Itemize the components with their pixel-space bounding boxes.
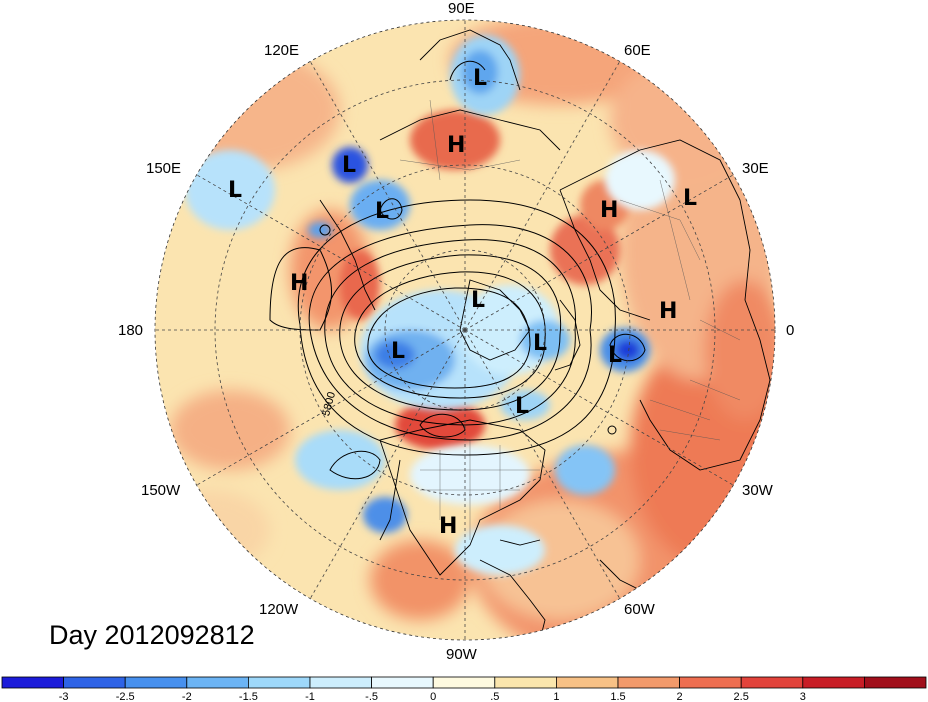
lon-label-60e: 60E xyxy=(624,42,651,59)
colorbar-tick-label: -2.5 xyxy=(116,691,135,702)
colorbar-box xyxy=(617,676,680,689)
colorbar-box xyxy=(247,676,311,689)
lon-label-90w: 90W xyxy=(446,646,478,663)
pressure-center-high: H xyxy=(447,133,465,158)
colorbar-tick-label: 3 xyxy=(800,691,806,702)
colorbar-tick-label: -2 xyxy=(182,691,192,702)
anomaly-map: 5800 90E 60E 30E 0 30W 60W 90W 12 xyxy=(118,0,794,663)
colorbar-box xyxy=(1,676,64,689)
lon-label-120w: 120W xyxy=(259,601,299,618)
colorbar-tick-label: -1.5 xyxy=(239,691,258,702)
pressure-center-low: L xyxy=(515,394,529,419)
colorbar-tick-label: -.5 xyxy=(365,691,378,702)
pressure-center-low: L xyxy=(375,199,389,224)
pressure-center-low: L xyxy=(342,153,356,178)
colorbar-box xyxy=(186,676,249,689)
colorbar-box xyxy=(63,676,126,689)
colorbar-tick-label: -3 xyxy=(59,691,69,702)
pressure-center-low: L xyxy=(533,331,547,356)
colorbar-ticks: -3 -2.5 -2 -1.5 -1 -.5 0 .5 1 1.5 2 2.5 3 xyxy=(59,691,806,702)
graticule xyxy=(155,20,775,640)
colorbar-box xyxy=(371,676,434,689)
lon-label-150e: 150E xyxy=(146,160,181,177)
anomaly-field: 5800 xyxy=(155,20,775,640)
pressure-center-low: L xyxy=(473,66,487,91)
pressure-center-high: H xyxy=(290,271,308,296)
colorbar-tick-label: -1 xyxy=(305,691,315,702)
lon-label-180: 180 xyxy=(118,322,143,339)
colorbar-tick-label: 0 xyxy=(430,691,436,702)
colorbar-box xyxy=(864,676,927,689)
date-label: Day 2012092812 xyxy=(49,620,255,650)
lon-label-30e: 30E xyxy=(742,160,769,177)
lon-label-90e: 90E xyxy=(448,0,475,17)
colorbar-box xyxy=(556,676,619,689)
colorbar: -3 -2.5 -2 -1.5 -1 -.5 0 .5 1 1.5 2 2.5 3 xyxy=(1,676,927,702)
colorbar-tick-label: 2.5 xyxy=(734,691,749,702)
longitude-labels: 90E 60E 30E 0 30W 60W 90W 120W 150W 180 … xyxy=(118,0,794,663)
map-border xyxy=(154,19,776,641)
colorbar-box xyxy=(309,676,372,689)
colorbar-tick-label: 2 xyxy=(677,691,683,702)
pressure-center-low: L xyxy=(608,343,622,368)
colorbar-boxes xyxy=(1,676,927,689)
pressure-center-low: L xyxy=(683,186,697,211)
coastlines xyxy=(319,29,771,640)
lon-label-60w: 60W xyxy=(624,601,656,618)
pressure-center-low: L xyxy=(391,339,405,364)
lon-label-0: 0 xyxy=(786,322,794,339)
colorbar-box xyxy=(802,676,865,689)
colorbar-box xyxy=(494,676,557,689)
pressure-center-low: L xyxy=(228,178,242,203)
pressure-centers: L H L L L H L H L H L L L L H xyxy=(228,66,697,539)
colorbar-box xyxy=(124,676,188,689)
lon-label-150w: 150W xyxy=(141,482,181,499)
pressure-center-low: L xyxy=(471,288,485,313)
colorbar-tick-label: 1.5 xyxy=(610,691,625,702)
pressure-center-high: H xyxy=(439,514,457,539)
lon-label-30w: 30W xyxy=(742,482,774,499)
colorbar-box xyxy=(740,676,804,689)
colorbar-box xyxy=(679,676,742,689)
colorbar-box xyxy=(432,676,496,689)
colorbar-tick-label: 1 xyxy=(553,691,559,702)
colorbar-tick-label: .5 xyxy=(490,691,499,702)
pressure-center-high: H xyxy=(600,198,618,223)
pressure-center-high: H xyxy=(659,299,677,324)
lon-label-120e: 120E xyxy=(264,42,299,59)
